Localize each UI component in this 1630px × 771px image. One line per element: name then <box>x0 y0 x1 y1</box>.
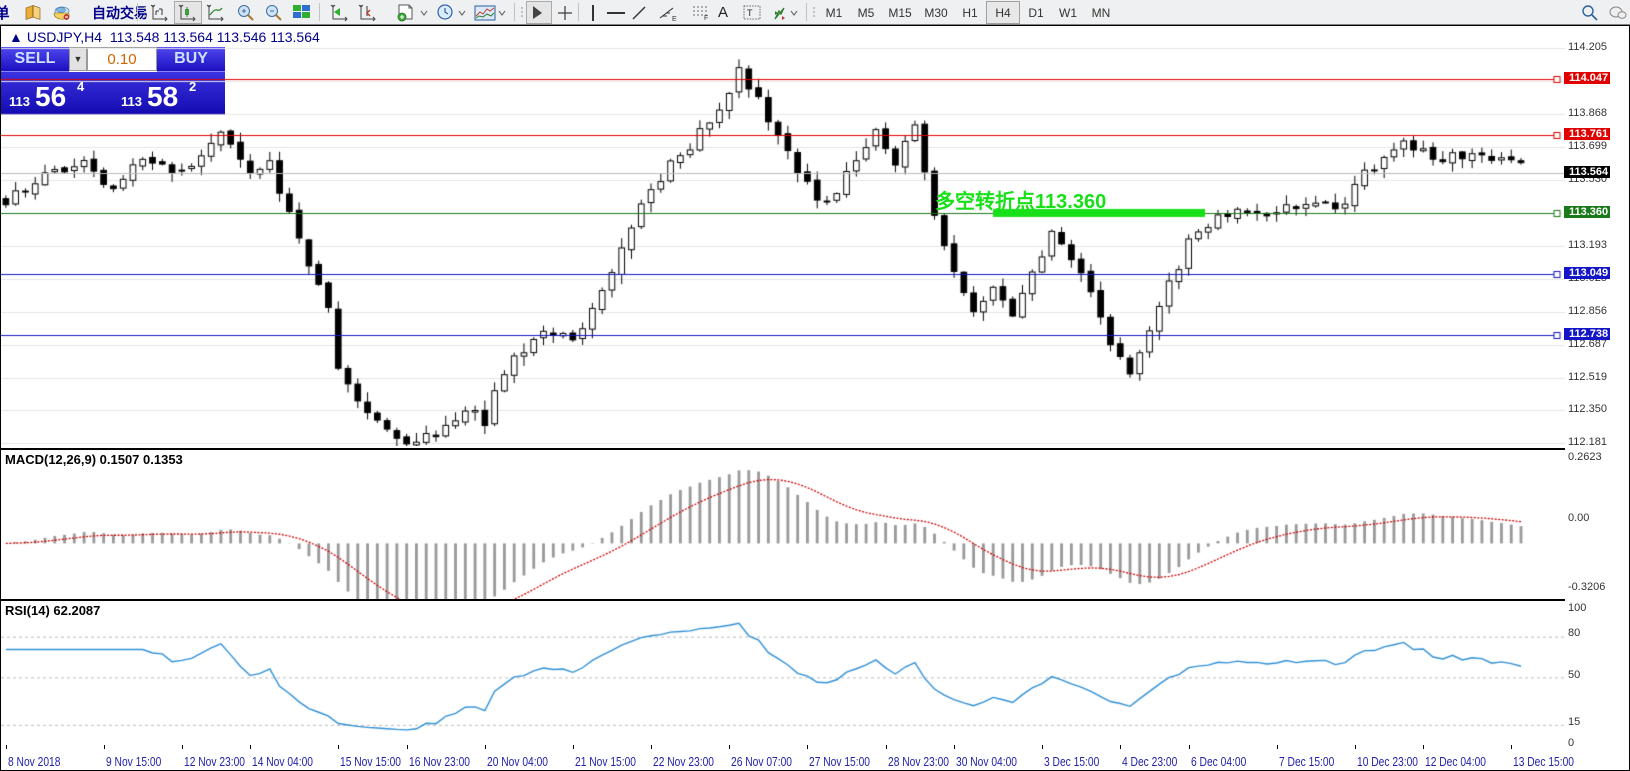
svg-text:E: E <box>672 16 677 21</box>
svg-text:T: T <box>747 8 753 18</box>
svg-text:F: F <box>704 15 708 21</box>
